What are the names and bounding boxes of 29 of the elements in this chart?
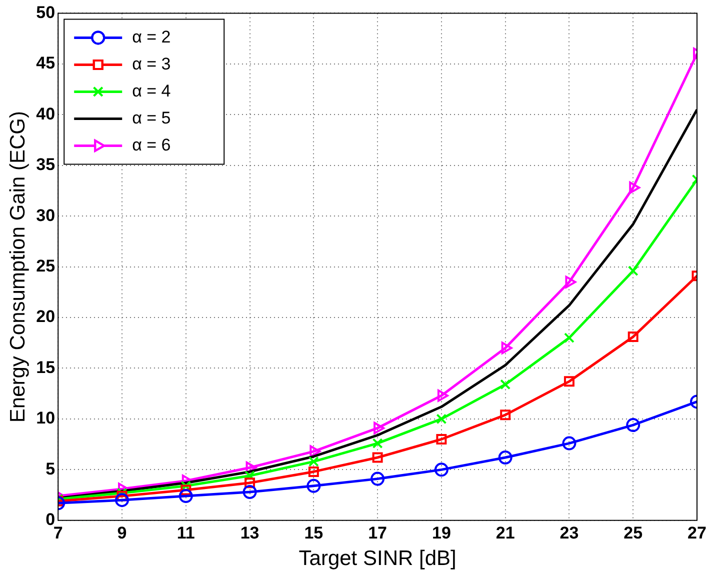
- x-tick-label: 21: [496, 523, 515, 542]
- x-tick-label: 15: [304, 523, 324, 542]
- legend-label: α = 4: [132, 81, 171, 100]
- y-tick-label: 10: [36, 408, 56, 428]
- legend-label: α = 2: [132, 27, 171, 46]
- x-tick-label: 7: [53, 523, 63, 542]
- y-axis-title: Energy Consumption Gain (ECG): [6, 110, 30, 423]
- x-axis-title: Target SINR [dB]: [298, 547, 456, 570]
- y-tick-label: 5: [46, 459, 56, 478]
- y-tick-label: 15: [36, 358, 56, 377]
- x-tick-label: 17: [368, 523, 388, 542]
- y-tick-label: 50: [36, 2, 56, 22]
- legend-label: α = 5: [132, 108, 171, 128]
- y-tick-label: 20: [36, 307, 56, 326]
- legend-label: α = 3: [132, 54, 171, 74]
- x-tick-label: 23: [560, 523, 579, 542]
- x-tick-label: 9: [117, 523, 127, 542]
- y-tick-label: 45: [36, 54, 56, 73]
- legend-label: α = 6: [132, 135, 171, 154]
- y-tick-label: 0: [46, 510, 56, 530]
- x-tick-label: 11: [176, 523, 195, 542]
- x-tick-label: 25: [624, 523, 643, 542]
- y-tick-label: 25: [36, 256, 56, 276]
- x-tick-label: 27: [688, 523, 706, 542]
- y-tick-label: 40: [36, 104, 56, 124]
- y-tick-label: 30: [36, 206, 56, 225]
- y-tick-label: 35: [36, 155, 56, 174]
- x-tick-label: 13: [240, 523, 260, 542]
- x-tick-label: 19: [432, 523, 451, 542]
